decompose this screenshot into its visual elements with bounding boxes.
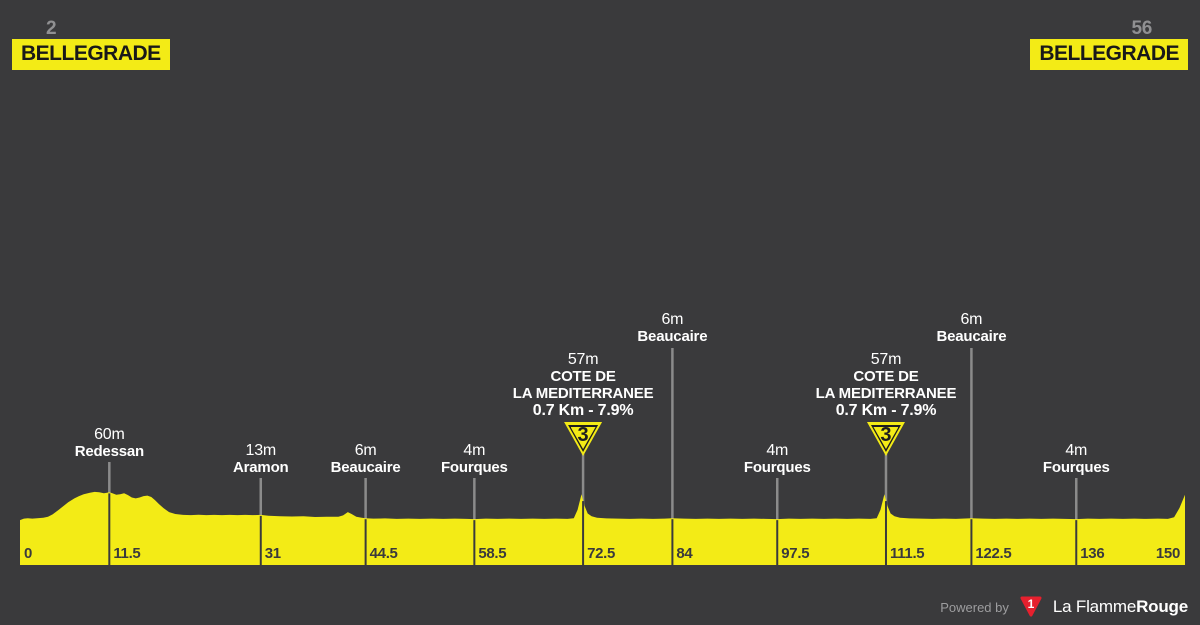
la-flamme-rouge-logo-icon[interactable]: 1 xyxy=(1018,595,1044,619)
marker-lines-lower xyxy=(108,493,1078,565)
start-location-badge: BELLEGRADE xyxy=(12,39,170,70)
elevation-profile-area xyxy=(20,491,1185,565)
finish-elevation: 56 xyxy=(1131,18,1152,39)
brand-name-regular: La Flamme xyxy=(1052,597,1137,616)
brand-name[interactable]: La FlammeRouge xyxy=(1053,597,1188,617)
finish-location-badge: BELLEGRADE xyxy=(1030,39,1188,70)
brand-name-bold: Rouge xyxy=(1136,597,1188,616)
logo-number: 1 xyxy=(1028,597,1035,611)
powered-by-text: Powered by xyxy=(940,599,1009,615)
footer-credit: Powered by 1 La FlammeRouge xyxy=(940,595,1188,619)
start-elevation: 2 xyxy=(46,18,57,39)
